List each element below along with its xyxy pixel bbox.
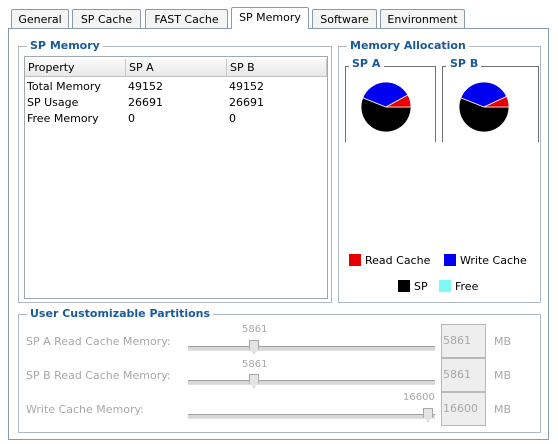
unit-label: MB [494,403,512,416]
cell: 26691 [128,96,163,109]
pie-slice [360,97,412,133]
cell: 49152 [229,80,264,93]
slider-track[interactable] [188,346,435,351]
group-title: User Customizable Partitions [27,307,214,320]
pie-slice [460,81,508,108]
pie-label: SP B [450,57,478,70]
tab-active[interactable]: SP Memory [231,7,309,29]
pie-label: SP A [352,57,381,70]
slider-track[interactable] [188,414,435,419]
unit-label: MB [494,369,512,382]
cell: Free Memory [27,112,99,125]
slider-thumb[interactable] [249,340,259,354]
column-header[interactable]: SP B [227,59,327,77]
slider-label: SP A Read Cache Memory: [26,335,171,348]
slider-track[interactable] [188,380,435,385]
legend-label: SP [414,280,428,293]
sp-a-frame [345,66,436,142]
sp-b-frame [442,66,539,142]
cell: Total Memory [27,80,101,93]
tab[interactable]: FAST Cache [145,9,228,28]
slider-value: 16600 [403,392,435,403]
partitions-group: User Customizable Partitions [18,307,541,433]
legend-label: Write Cache [460,254,527,267]
group-title: Memory Allocation [347,39,469,52]
pie-slice [483,95,510,108]
memory-allocation-group: Memory Allocation [338,39,541,303]
cell: 26691 [229,96,264,109]
unit-label: MB [494,335,512,348]
cell: SP Usage [27,96,79,109]
legend-swatch [398,280,410,292]
legend-label: Free [455,280,479,293]
legend-label: Read Cache [365,254,431,267]
legend-swatch [444,254,456,266]
pie-slice [458,97,510,133]
group-title: SP Memory [27,39,103,52]
pie-slice [385,94,412,108]
tab[interactable]: Software [312,9,377,28]
sp-memory-group: SP Memory [18,39,332,303]
cell: 49152 [128,80,163,93]
slider-value: 5861 [242,324,268,335]
slider-value: 5861 [242,359,268,370]
slider-thumb[interactable] [249,374,259,388]
value-input[interactable]: 5861 [441,324,486,358]
tab[interactable]: Environment [380,9,465,28]
value-input[interactable]: 5861 [441,358,486,392]
legend-swatch [349,254,361,266]
tab[interactable]: SP Cache [72,9,141,28]
tab[interactable]: General [11,9,69,28]
memory-table: Property SP A SP B [24,56,328,299]
column-header[interactable]: Property [25,59,126,77]
slider-label: SP B Read Cache Memory: [26,369,171,382]
legend-swatch [439,280,451,292]
slider-thumb[interactable] [423,408,433,422]
slider-label: Write Cache Memory: [26,403,144,416]
cell: 0 [128,112,135,125]
value-input[interactable]: 16600 [441,392,486,426]
column-header[interactable]: SP A [126,59,227,77]
cell: 0 [229,112,236,125]
